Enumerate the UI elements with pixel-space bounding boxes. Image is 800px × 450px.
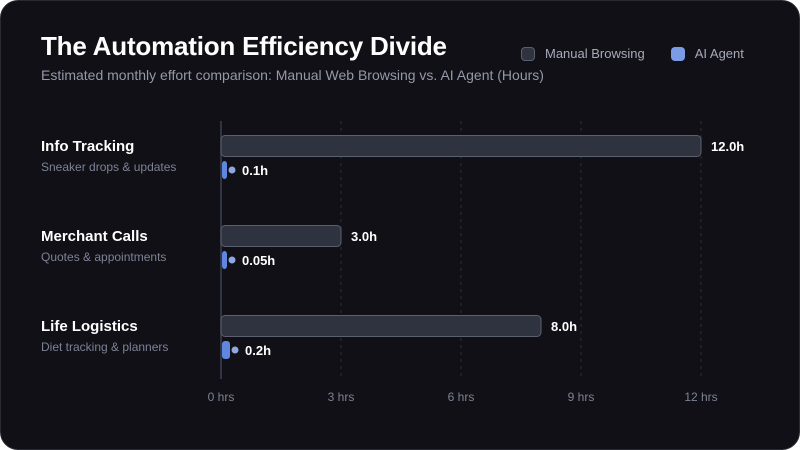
tick-label-9: 9 hrs <box>568 390 595 404</box>
chart-subtitle: Estimated monthly effort comparison: Man… <box>41 67 544 83</box>
category-name-life-logistics: Life Logistics <box>41 318 138 335</box>
legend-item-manual[interactable]: Manual Browsing <box>521 46 645 61</box>
bar-ai-merchant-calls <box>222 251 227 269</box>
bar-ai-info-tracking <box>222 161 227 179</box>
value-label-manual-merchant-calls: 3.0h <box>351 229 377 244</box>
value-label-ai-life-logistics: 0.2h <box>245 343 271 358</box>
legend-label-manual: Manual Browsing <box>545 46 645 61</box>
category-name-info-tracking: Info Tracking <box>41 138 134 155</box>
bar-manual-life-logistics <box>220 315 542 337</box>
tick-label-12: 12 hrs <box>684 390 717 404</box>
category-description-info-tracking: Sneaker drops & updates <box>41 160 176 174</box>
category-description-life-logistics: Diet tracking & planners <box>41 340 168 354</box>
category-description-merchant-calls: Quotes & appointments <box>41 250 166 264</box>
bar-ai-endpoint-info-tracking <box>228 166 236 174</box>
legend-item-ai[interactable]: AI Agent <box>670 46 744 61</box>
category-name-merchant-calls: Merchant Calls <box>41 228 148 245</box>
value-label-manual-info-tracking: 12.0h <box>711 139 744 154</box>
legend-label-ai: AI Agent <box>694 46 744 61</box>
bar-ai-life-logistics <box>222 341 230 359</box>
bar-manual-info-tracking <box>220 135 702 157</box>
bar-ai-endpoint-life-logistics <box>231 346 239 354</box>
value-label-ai-merchant-calls: 0.05h <box>242 253 275 268</box>
tick-label-3: 3 hrs <box>328 390 355 404</box>
tick-label-0: 0 hrs <box>208 390 235 404</box>
legend-swatch-manual <box>521 46 535 61</box>
tick-label-6: 6 hrs <box>448 390 475 404</box>
bar-ai-endpoint-merchant-calls <box>228 256 236 264</box>
bar-manual-merchant-calls <box>220 225 342 247</box>
value-label-manual-life-logistics: 8.0h <box>551 319 577 334</box>
legend-swatch-ai <box>670 46 685 61</box>
value-label-ai-info-tracking: 0.1h <box>242 163 268 178</box>
legend: Manual Browsing AI Agent <box>521 46 744 61</box>
chart-title: The Automation Efficiency Divide <box>41 31 447 61</box>
